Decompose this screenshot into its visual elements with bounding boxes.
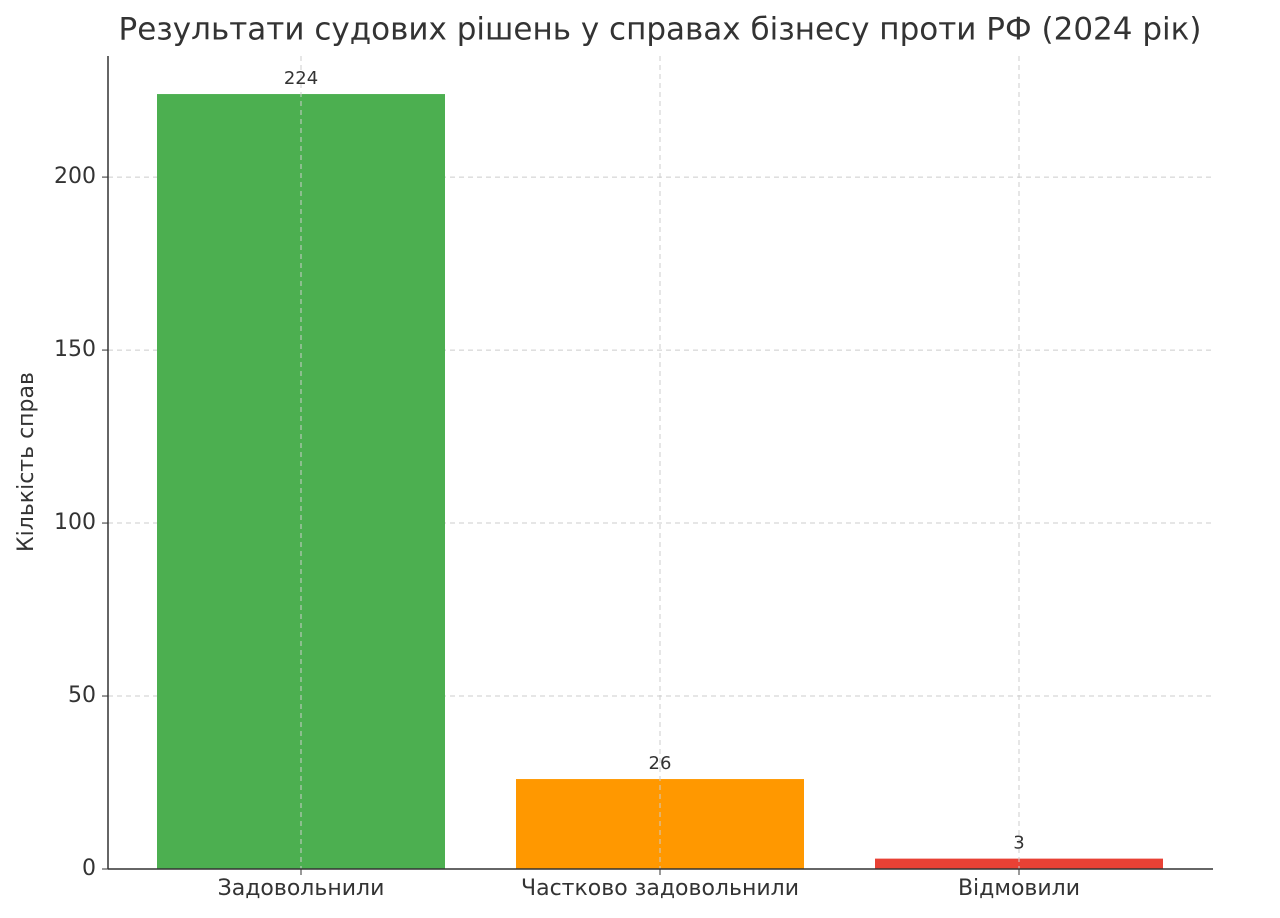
y-tick-label: 200 bbox=[54, 164, 96, 189]
y-tick-label: 150 bbox=[54, 337, 96, 362]
x-tick-label: Відмовили bbox=[958, 876, 1080, 901]
y-tick-label: 0 bbox=[82, 856, 96, 881]
chart-title: Результати судових рішень у справах бізн… bbox=[119, 12, 1202, 48]
value-label: 3 bbox=[1013, 833, 1024, 854]
y-tick-label: 100 bbox=[54, 510, 96, 535]
bar bbox=[875, 858, 1163, 869]
value-label: 26 bbox=[649, 753, 672, 774]
value-label: 224 bbox=[284, 68, 318, 89]
x-tick-label: Частково задовольнили bbox=[521, 876, 799, 901]
y-axis-label: Кількість справ bbox=[14, 372, 39, 552]
y-tick-label: 50 bbox=[68, 683, 96, 708]
x-tick-label: Задовольнили bbox=[218, 876, 385, 901]
